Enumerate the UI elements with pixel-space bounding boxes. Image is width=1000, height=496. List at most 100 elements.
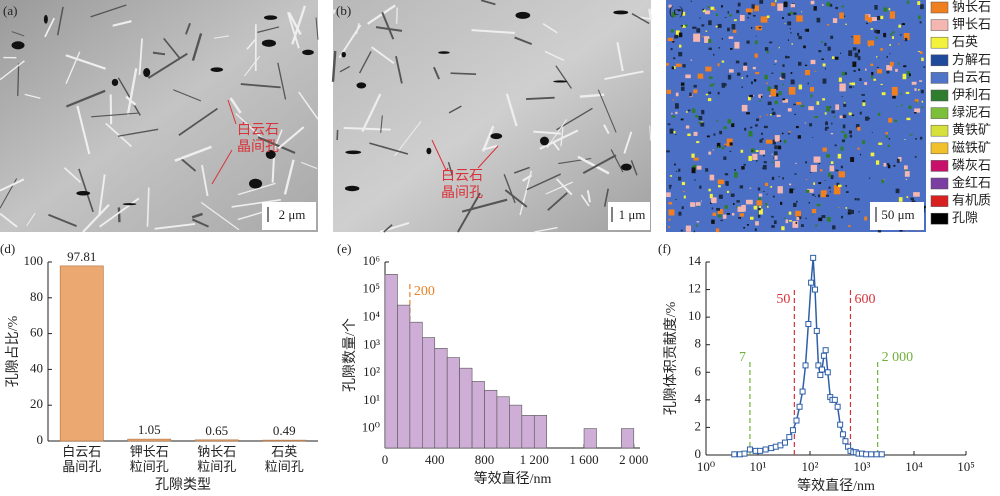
mineral-grain [717, 214, 722, 218]
texture [147, 52, 188, 79]
texture [298, 91, 319, 120]
mineral-grain [721, 5, 723, 8]
mineral-grain [692, 26, 696, 29]
y-tick-label: 10⁴ [362, 309, 380, 324]
y-tick-label: 12 [688, 281, 701, 296]
mineral-grain [749, 94, 753, 98]
mineral-grain [859, 153, 862, 156]
legend-swatch [930, 1, 949, 14]
texture [11, 31, 25, 37]
annotation-label: 50 [776, 292, 790, 307]
legend-label: 磁铁矿 [952, 140, 991, 155]
texture [179, 156, 197, 172]
mineral-grain [876, 56, 878, 58]
pore [261, 39, 276, 47]
mineral-grain [712, 83, 715, 85]
mineral-grain [758, 100, 761, 102]
y-tick-label: 10⁵ [362, 281, 380, 296]
mineral-grain [895, 188, 900, 194]
mineral-grain [709, 84, 714, 87]
mineral-grain [681, 206, 684, 210]
pore [356, 82, 367, 89]
y-tick-label: 10³ [363, 336, 380, 351]
texture [65, 89, 106, 108]
mineral-grain [700, 200, 702, 202]
mineral-grain [795, 221, 798, 224]
mineral-grain [853, 35, 861, 45]
texture [277, 126, 305, 150]
mineral-grain [770, 88, 777, 97]
legend-swatch [930, 177, 949, 190]
mineral-grain [736, 9, 740, 14]
mineral-grain [827, 23, 830, 26]
mineral-grain [712, 212, 717, 217]
mineral-grain [839, 83, 846, 92]
pore [143, 68, 151, 78]
texture [244, 55, 261, 77]
pore [341, 51, 346, 58]
pore [553, 80, 568, 83]
mineral-grain [698, 121, 701, 125]
texture [63, 167, 82, 183]
mineral-grain [690, 59, 692, 61]
texture [56, 6, 64, 36]
y-tick-label: 6 [695, 363, 702, 378]
legend-swatch [930, 36, 949, 49]
mineral-grain [796, 200, 798, 203]
mineral-grain [808, 202, 810, 204]
texture [257, 26, 280, 33]
texture [631, 13, 650, 25]
mineral-grain [721, 82, 726, 88]
mineral-grain [691, 153, 695, 158]
texture [178, 107, 218, 136]
mineral-grain [669, 128, 674, 134]
mineral-grain [733, 172, 738, 178]
mineral-grain [747, 10, 752, 15]
texture [0, 0, 926, 233]
mineral-grain [822, 63, 826, 67]
mineral-grain [834, 144, 837, 147]
mineral-grain [836, 182, 840, 187]
mineral-grain [731, 23, 736, 30]
mineral-grain [920, 51, 923, 54]
texture [343, 126, 391, 131]
panel-label: (c) [669, 3, 683, 18]
mineral-grain [764, 74, 768, 80]
mineral-grain [678, 168, 681, 172]
mineral-grain [761, 138, 764, 140]
mineral-grain [870, 28, 873, 30]
texture [361, 93, 382, 133]
mineral-grain [717, 179, 724, 185]
mineral-grain [786, 56, 790, 59]
mineral-grain [857, 56, 861, 61]
texture [277, 62, 287, 100]
mineral-grain [745, 199, 753, 205]
panel-label: (a) [3, 3, 17, 18]
mineral-grain [886, 69, 890, 74]
mineral-grain [739, 14, 745, 22]
mineral-grain [782, 83, 784, 86]
mineral-grain [906, 0, 910, 4]
mineral-grain [705, 66, 712, 72]
mineral-grain [667, 123, 671, 126]
mineral-grain [695, 26, 697, 28]
mineral-grain [725, 181, 729, 186]
mineral-grain [723, 126, 727, 130]
mineral-grain [915, 101, 918, 103]
y-tick-label: 8 [695, 336, 702, 351]
mineral-grain [771, 176, 775, 181]
mineral-grain [826, 154, 831, 158]
mineral-grain [788, 211, 792, 215]
mineral-grain [707, 6, 710, 8]
mineral-grain [771, 2, 776, 7]
mineral-grain [820, 41, 823, 43]
mineral-grain [883, 7, 888, 12]
x-axis-label: 等效直径/nm [474, 470, 552, 487]
annotation: 白云石 [237, 122, 279, 138]
mineral-grain [783, 1, 788, 8]
mineral-grain [906, 71, 910, 75]
mineral-grain [788, 130, 791, 133]
texture [580, 194, 590, 207]
mineral-grain [753, 205, 758, 210]
mineral-grain [746, 75, 749, 78]
